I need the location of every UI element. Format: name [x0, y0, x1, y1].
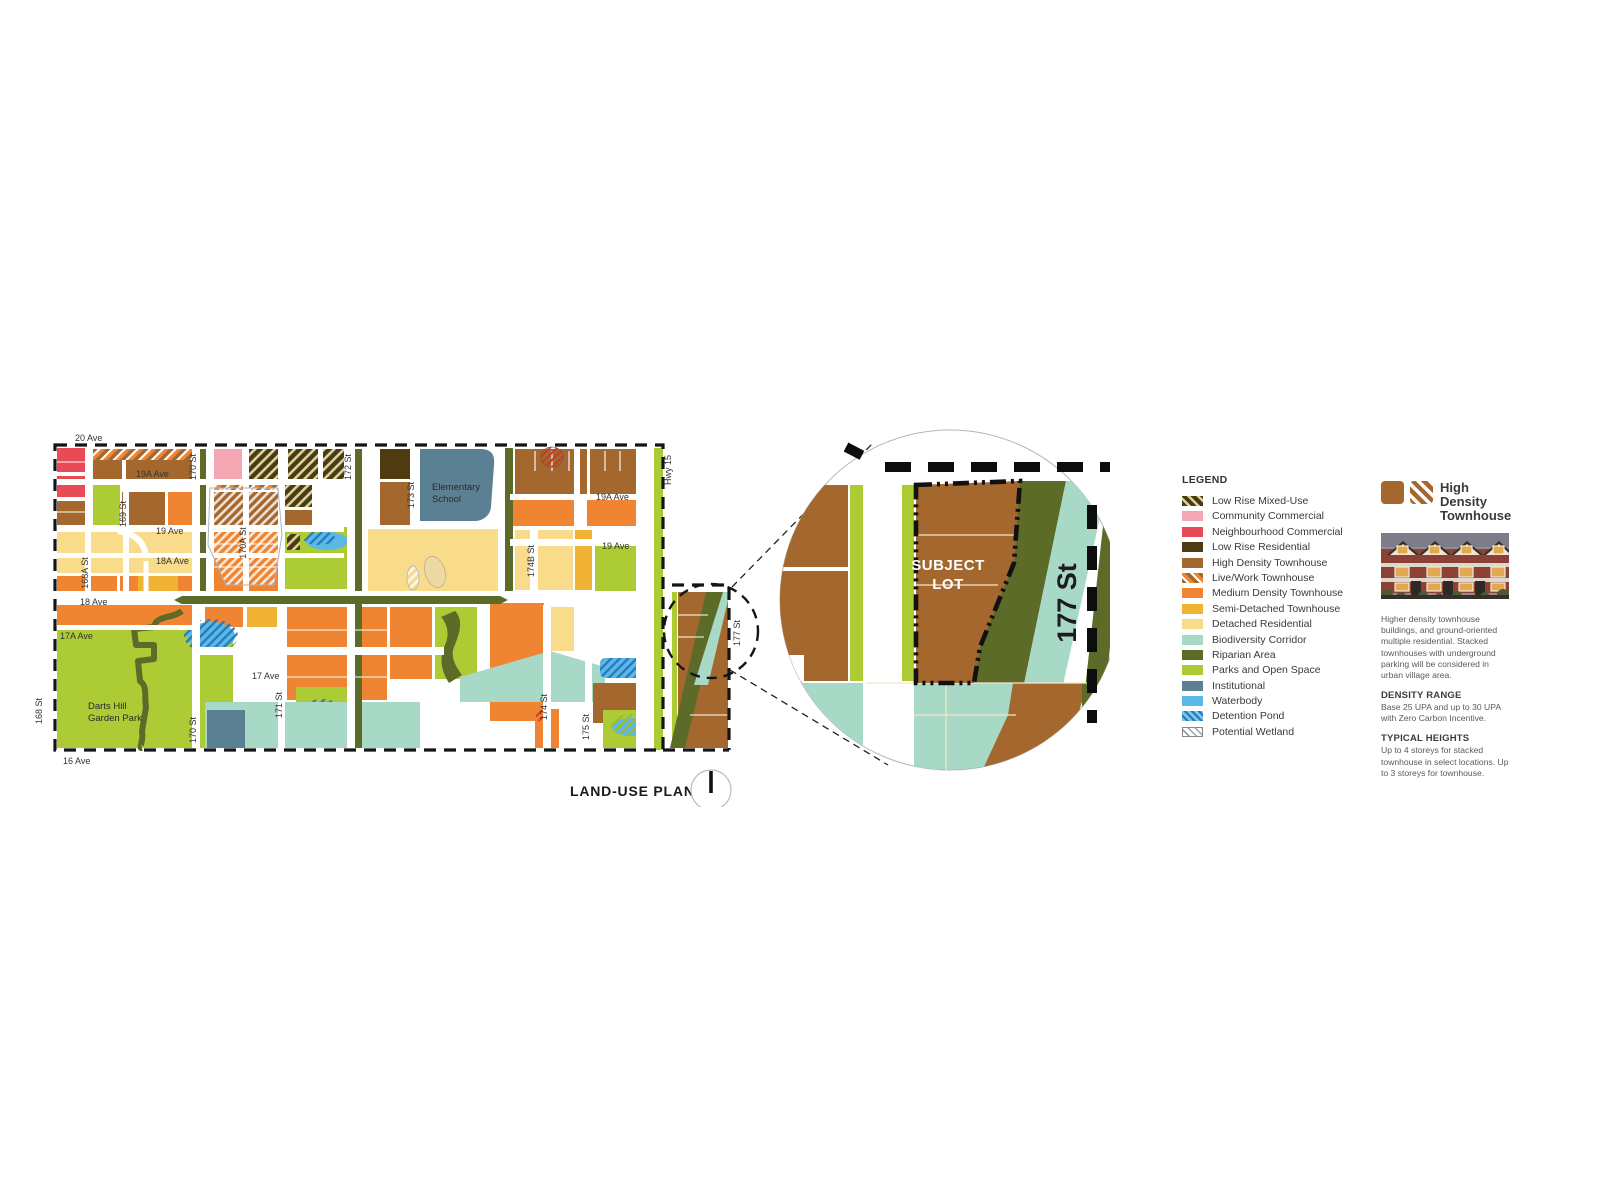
inset-boundary-corner [843, 442, 878, 467]
swatch-neighbourhood-commercial [1182, 526, 1203, 537]
high-density-solid-chip [1381, 481, 1404, 504]
street-label-17-ave: 17 Ave [252, 671, 279, 681]
leader-line-bottom [729, 669, 889, 766]
swatch-biodiversity-corridor [1182, 634, 1203, 645]
land-use-map: 20 Ave 19A Ave 19 Ave 18A Ave 18 Ave 17A… [34, 429, 1110, 807]
typical-heights-text: Up to 4 storeys for stacked townhouse in… [1381, 745, 1509, 778]
swatch-detention-pond [1182, 711, 1203, 722]
school-label-line2: School [432, 494, 461, 505]
swatch-detached-residential [1182, 619, 1203, 630]
swatch-medium-density-townhouse [1182, 588, 1203, 599]
legend-item-medium-density-townhouse: Medium Density Townhouse [1182, 588, 1343, 599]
north-arrow [690, 769, 732, 807]
swatch-potential-wetland [1182, 726, 1203, 737]
street-label-173-st: 173 St [406, 481, 416, 508]
subject-lot-outline [913, 478, 1023, 686]
detail-inset: SUBJECT LOT 177 St [779, 429, 1110, 771]
info-panel-description: Higher density townhouse buildings, and … [1381, 614, 1498, 680]
street-label-20-ave: 20 Ave [75, 433, 102, 443]
swatch-riparian-area [1182, 649, 1203, 660]
swatch-high-density-townhouse [1182, 557, 1203, 568]
legend-item-low-rise-residential: Low Rise Residential [1182, 542, 1332, 552]
riparian-median [174, 596, 508, 604]
street-label-177-st-map: 177 St [732, 619, 742, 646]
swatch-live-work-townhouse [1182, 572, 1203, 583]
legend-item-high-density-townhouse: High Density Townhouse [1182, 557, 1332, 568]
density-range-heading: DENSITY RANGE [1381, 690, 1462, 702]
street-label-168a-st: 168A St [80, 557, 90, 589]
swatch-community-commercial [1182, 511, 1203, 522]
street-label-18-ave: 18 Ave [80, 597, 107, 607]
street-label-170a-st: 170A St [238, 527, 248, 559]
east-strip-boundary [663, 583, 731, 752]
swatch-parks-and-open-space [1182, 665, 1203, 676]
legend-item-neighbourhood-commercial: Neighbourhood Commercial [1182, 526, 1343, 537]
legend-item-waterbody: Waterbody [1182, 696, 1332, 706]
street-label-hwy-15: Hwy 15 [663, 455, 673, 485]
street-label-175-st: 175 St [581, 713, 591, 740]
legend-item-potential-wetland: Potential Wetland [1182, 727, 1332, 737]
legend-item-riparian-area: Riparian Area [1182, 650, 1332, 660]
street-label-174b-st: 174B St [526, 544, 536, 577]
park-label-line1: Darts Hill [88, 701, 127, 712]
high-density-striped-chip [1410, 481, 1433, 504]
legend-item-institutional: Institutional [1182, 680, 1332, 691]
legend-item-biodiversity-corridor: Biodiversity Corridor [1182, 634, 1332, 645]
legend-item-parks-and-open-space: Parks and Open Space [1182, 665, 1332, 676]
legend: LEGEND Low Rise Mixed-Use Community Comm… [1182, 474, 1343, 742]
school-block [420, 449, 495, 521]
swatch-semi-detached-townhouse [1182, 603, 1203, 614]
street-label-18a-ave: 18A Ave [156, 556, 189, 566]
potential-wetland-overlays [207, 446, 564, 591]
townhouse-photo [1381, 533, 1509, 600]
info-panel-header: High Density Townhouse [1381, 480, 1513, 524]
street-label-177-st-inset: 177 St [1052, 563, 1082, 643]
street-label-172-st: 172 St [343, 453, 353, 480]
legend-title: LEGEND [1182, 474, 1228, 486]
legend-item-community-commercial: Community Commercial [1182, 511, 1332, 522]
info-panel: High Density Townhouse [1381, 480, 1513, 779]
legend-item-detached-residential: Detached Residential [1182, 619, 1332, 629]
swatch-waterbody [1182, 696, 1203, 707]
map-title: LAND-USE PLAN [570, 783, 695, 799]
swatch-low-rise-mixed-use [1182, 496, 1203, 506]
legend-item-live-work-townhouse: Live/Work Townhouse [1182, 573, 1332, 583]
street-label-170-st-s: 170 St [188, 716, 198, 743]
street-label-19a-ave-w: 19A Ave [136, 469, 169, 479]
street-label-16-ave: 16 Ave [63, 756, 90, 766]
info-panel-title: High Density Townhouse [1440, 480, 1512, 524]
density-range-text: Base 25 UPA and up to 30 UPA with Zero C… [1381, 702, 1501, 724]
subject-lot-label-line1: SUBJECT [911, 557, 985, 574]
street-label-169-st: 169 St [118, 500, 128, 527]
street-label-19-ave-e: 19 Ave [602, 541, 629, 551]
legend-item-low-rise-mixed-use: Low Rise Mixed-Use [1182, 496, 1332, 506]
street-label-170-st-n: 170 St [188, 453, 198, 480]
school-label-line1: Elementary [432, 482, 480, 493]
street-label-19a-ave-e: 19A Ave [596, 492, 629, 502]
street-label-171-st: 171 St [274, 691, 284, 718]
subject-lot-label-line2: LOT [932, 576, 964, 593]
legend-item-detention-pond: Detention Pond [1182, 711, 1332, 722]
typical-heights-heading: TYPICAL HEIGHTS [1381, 733, 1470, 745]
street-label-17a-ave: 17A Ave [60, 631, 93, 641]
street-labels: 20 Ave 19A Ave 19 Ave 18A Ave 18 Ave 17A… [34, 433, 742, 766]
subject-area-circle [662, 582, 760, 680]
street-label-19-ave-w: 19 Ave [156, 526, 183, 536]
swatch-low-rise-residential [1182, 542, 1203, 553]
swatch-institutional [1182, 680, 1203, 691]
plan-boundary [53, 443, 665, 752]
legend-item-semi-detached-townhouse: Semi-Detached Townhouse [1182, 603, 1340, 614]
park-label-line2: Garden Park [88, 713, 142, 724]
east-strip [670, 592, 730, 748]
area-labels: Elementary School Darts Hill Garden Park [88, 482, 480, 724]
subject-lot [916, 481, 1020, 683]
street-label-168-st: 168 St [34, 697, 44, 724]
street-label-174-st: 174 St [539, 693, 549, 720]
